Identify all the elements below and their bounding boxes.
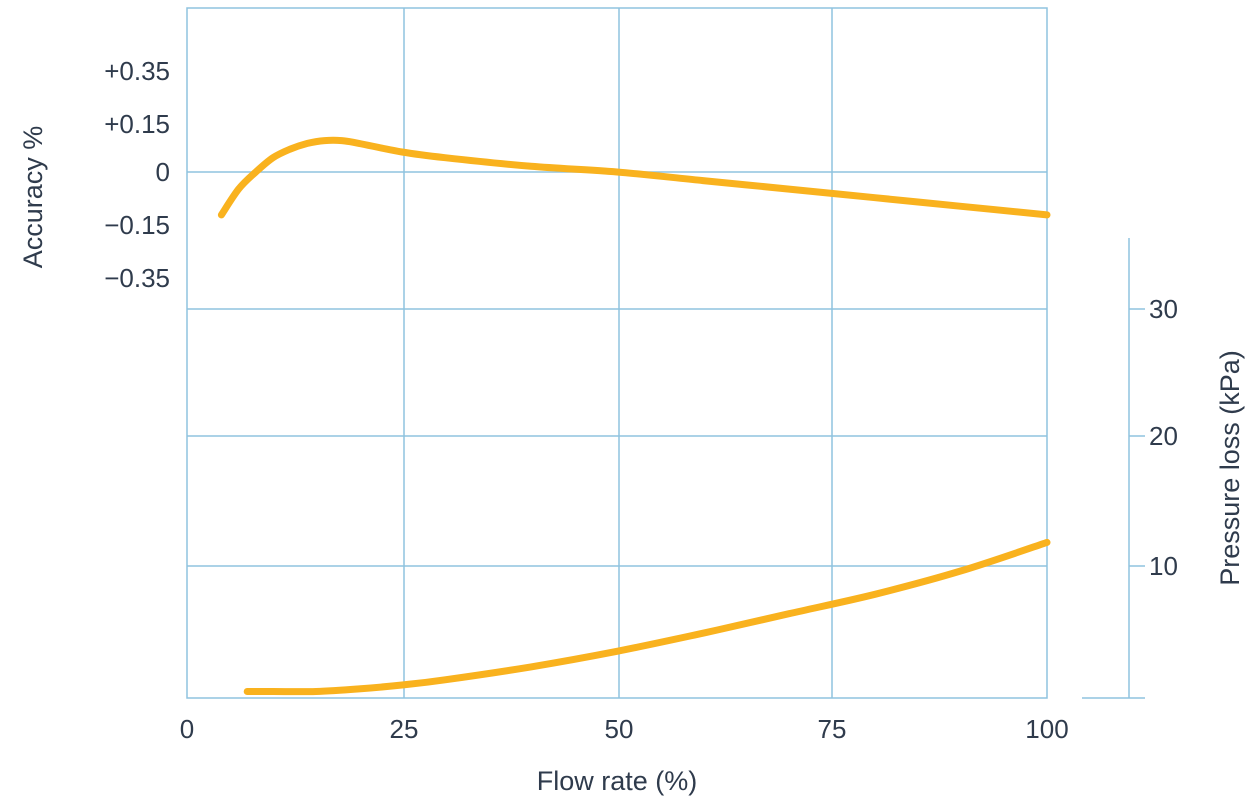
right-axis: 30 20 10 Pressure loss (kPa) [1082, 238, 1245, 699]
x-tick-label-25: 25 [390, 714, 419, 744]
left-tick-label-plus-015: +0.15 [104, 109, 170, 139]
right-tick-label-10: 10 [1149, 551, 1178, 581]
x-tick-label-75: 75 [818, 714, 847, 744]
left-tick-label-minus-035: −0.35 [104, 263, 170, 293]
x-tick-label-50: 50 [605, 714, 634, 744]
x-axis: 0 25 50 75 100 Flow rate (%) [180, 714, 1069, 796]
right-tick-label-20: 20 [1149, 421, 1178, 451]
x-tick-label-0: 0 [180, 714, 194, 744]
plot-frame [186, 7, 1048, 699]
left-tick-label-zero: 0 [156, 157, 170, 187]
right-axis-title: Pressure loss (kPa) [1215, 350, 1245, 586]
x-axis-title: Flow rate (%) [537, 766, 698, 796]
left-axis: +0.35 +0.15 0 −0.15 −0.35 Accuracy % [18, 56, 170, 293]
right-tick-label-30: 30 [1149, 294, 1178, 324]
left-tick-label-plus-035: +0.35 [104, 56, 170, 86]
left-tick-label-minus-015: −0.15 [104, 210, 170, 240]
series-layer [217, 136, 1051, 696]
pressure-loss-curve [243, 538, 1051, 696]
x-tick-label-100: 100 [1025, 714, 1068, 744]
grid [186, 7, 1048, 699]
left-axis-title: Accuracy % [18, 126, 48, 269]
accuracy-curve [217, 136, 1051, 219]
